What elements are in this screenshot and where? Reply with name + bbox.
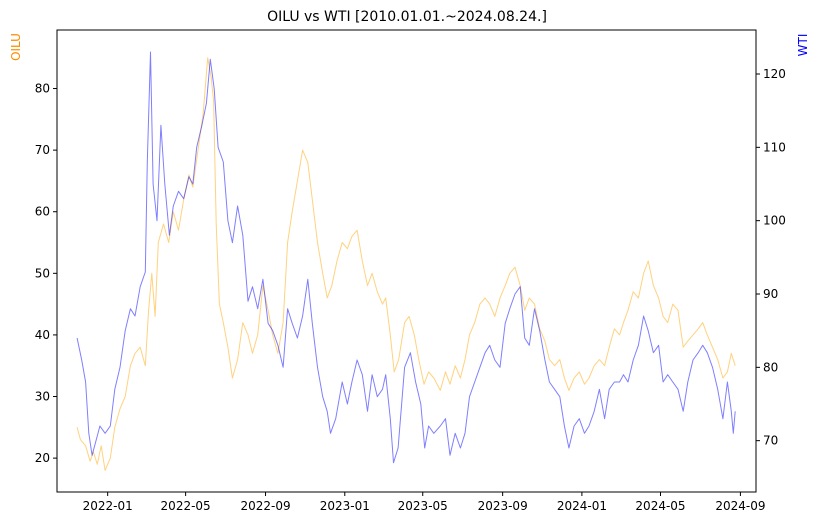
- y-left-tick-label: 60: [35, 205, 50, 219]
- y-left-tick-label: 80: [35, 82, 50, 96]
- y-left-tick-label: 30: [35, 390, 50, 404]
- x-tick-label: 2023-05: [398, 499, 448, 513]
- y-axis-right-label: WTI: [796, 34, 810, 57]
- y-left-tick-label: 50: [35, 266, 50, 280]
- x-tick-label: 2022-01: [83, 499, 133, 513]
- y-right-tick-label: 80: [763, 360, 778, 374]
- x-tick-label: 2022-09: [240, 499, 290, 513]
- y-right-tick-label: 100: [763, 214, 786, 228]
- y-right-tick-label: 90: [763, 287, 778, 301]
- series-line-wti: [76, 51, 736, 464]
- x-tick-label: 2022-05: [161, 499, 211, 513]
- x-tick-label: 2024-01: [557, 499, 607, 513]
- plot-frame: [56, 29, 757, 493]
- chart-title: OILU vs WTI [2010.01.01.~2024.08.24.]: [267, 9, 547, 25]
- y-left-tick-label: 70: [35, 143, 50, 157]
- y-axis-left: 20 30 40 50 60 70 80: [35, 82, 57, 465]
- x-tick-label: 2023-01: [320, 499, 370, 513]
- y-axis-left-label: OILU: [9, 33, 23, 61]
- y-right-tick-label: 110: [763, 140, 786, 154]
- y-left-tick-label: 20: [35, 451, 50, 465]
- series-layer: [76, 51, 736, 471]
- x-tick-label: 2024-09: [715, 499, 765, 513]
- series-line-oilu: [76, 57, 736, 471]
- y-axis-right: 70 80 90 100 110 120: [756, 67, 786, 448]
- x-axis: 2022-01 2022-05 2022-09 2023-01 2023-05 2023-…: [83, 492, 765, 513]
- y-right-tick-label: 120: [763, 67, 786, 81]
- x-tick-label: 2024-05: [635, 499, 685, 513]
- y-left-tick-label: 40: [35, 328, 50, 342]
- x-tick-label: 2023-09: [478, 499, 528, 513]
- y-right-tick-label: 70: [763, 434, 778, 448]
